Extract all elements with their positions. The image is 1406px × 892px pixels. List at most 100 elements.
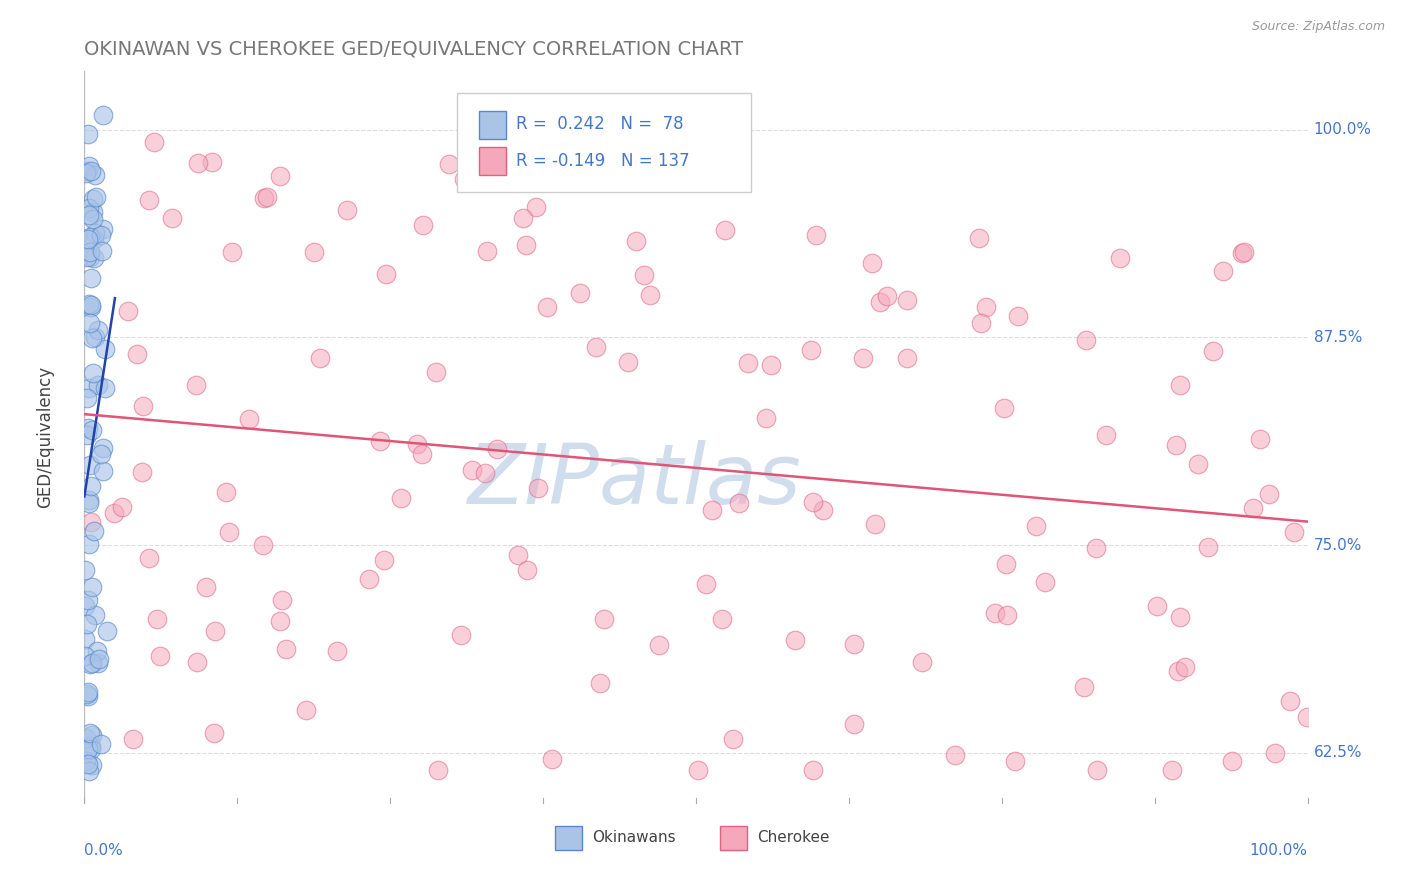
Point bbox=[755, 411, 778, 425]
Point bbox=[82, 580, 104, 594]
Point bbox=[995, 607, 1018, 622]
Point bbox=[79, 244, 101, 259]
Point bbox=[695, 576, 717, 591]
Point bbox=[256, 190, 278, 204]
Point bbox=[1197, 541, 1219, 555]
Point bbox=[515, 563, 537, 577]
Point bbox=[187, 156, 209, 170]
Point bbox=[801, 763, 824, 777]
Point bbox=[1160, 763, 1182, 777]
Point bbox=[201, 155, 224, 169]
Point bbox=[215, 484, 238, 499]
Bar bbox=[479, 111, 506, 138]
Point bbox=[77, 593, 100, 607]
Point bbox=[82, 656, 104, 670]
Point bbox=[77, 537, 100, 551]
Point bbox=[121, 732, 143, 747]
Point bbox=[76, 756, 98, 771]
Point bbox=[617, 354, 640, 368]
Point bbox=[541, 752, 564, 766]
Point bbox=[1033, 575, 1056, 590]
FancyBboxPatch shape bbox=[457, 94, 751, 192]
Point bbox=[304, 245, 326, 260]
Point bbox=[1264, 746, 1286, 760]
Point bbox=[84, 189, 107, 203]
Point bbox=[1168, 377, 1191, 392]
Point bbox=[911, 655, 934, 669]
Point bbox=[80, 479, 103, 493]
Point bbox=[80, 271, 103, 285]
Point bbox=[75, 755, 97, 769]
Point bbox=[1295, 710, 1317, 724]
Point bbox=[77, 128, 100, 142]
Point bbox=[485, 442, 508, 456]
Point bbox=[75, 731, 97, 745]
Point bbox=[83, 330, 105, 344]
Point bbox=[727, 496, 749, 510]
Point bbox=[688, 763, 710, 777]
Point bbox=[1212, 264, 1234, 278]
Point bbox=[1233, 245, 1256, 260]
Point bbox=[270, 593, 292, 607]
Point bbox=[73, 649, 96, 664]
Point bbox=[91, 442, 114, 456]
Point bbox=[218, 524, 240, 539]
Point bbox=[80, 515, 103, 529]
Point bbox=[1241, 500, 1264, 515]
Point bbox=[974, 300, 997, 314]
Point bbox=[357, 572, 380, 586]
Point bbox=[77, 297, 100, 311]
Point bbox=[76, 690, 98, 704]
Point bbox=[811, 503, 834, 517]
Point bbox=[737, 356, 759, 370]
Point bbox=[73, 599, 96, 613]
Point bbox=[91, 464, 114, 478]
Point bbox=[77, 159, 100, 173]
Point bbox=[325, 644, 347, 658]
Point bbox=[1167, 664, 1189, 678]
Point bbox=[269, 169, 291, 184]
Text: 100.0%: 100.0% bbox=[1313, 122, 1372, 137]
Text: 75.0%: 75.0% bbox=[1313, 538, 1362, 553]
Point bbox=[412, 218, 434, 232]
Point bbox=[389, 491, 412, 506]
Point bbox=[524, 200, 547, 214]
Point bbox=[876, 288, 898, 302]
Point bbox=[79, 458, 101, 472]
Point bbox=[453, 172, 475, 186]
Point bbox=[77, 764, 100, 779]
Point bbox=[804, 227, 827, 242]
Point bbox=[77, 232, 100, 246]
Point bbox=[425, 365, 447, 379]
Point bbox=[863, 516, 886, 531]
Point bbox=[1074, 334, 1097, 348]
Point bbox=[90, 447, 112, 461]
Point bbox=[1164, 437, 1187, 451]
Point bbox=[76, 685, 98, 699]
Point bbox=[79, 316, 101, 330]
Point bbox=[83, 524, 105, 539]
Text: Source: ZipAtlas.com: Source: ZipAtlas.com bbox=[1251, 20, 1385, 33]
Point bbox=[75, 166, 97, 180]
Point bbox=[90, 227, 112, 242]
Point bbox=[1109, 252, 1132, 266]
Bar bbox=[720, 826, 748, 850]
Point bbox=[269, 614, 291, 628]
Point bbox=[569, 286, 592, 301]
Point bbox=[411, 447, 433, 461]
Point bbox=[370, 434, 392, 448]
Point bbox=[844, 717, 866, 731]
Point bbox=[984, 607, 1007, 621]
Text: 87.5%: 87.5% bbox=[1313, 330, 1362, 345]
Point bbox=[276, 642, 298, 657]
Point bbox=[783, 632, 806, 647]
Point bbox=[91, 222, 114, 236]
Point bbox=[110, 500, 132, 515]
Point bbox=[73, 632, 96, 647]
Point bbox=[77, 381, 100, 395]
Point bbox=[374, 267, 396, 281]
Point bbox=[592, 611, 614, 625]
Point bbox=[221, 244, 243, 259]
Point bbox=[186, 655, 208, 669]
Point bbox=[648, 638, 671, 652]
